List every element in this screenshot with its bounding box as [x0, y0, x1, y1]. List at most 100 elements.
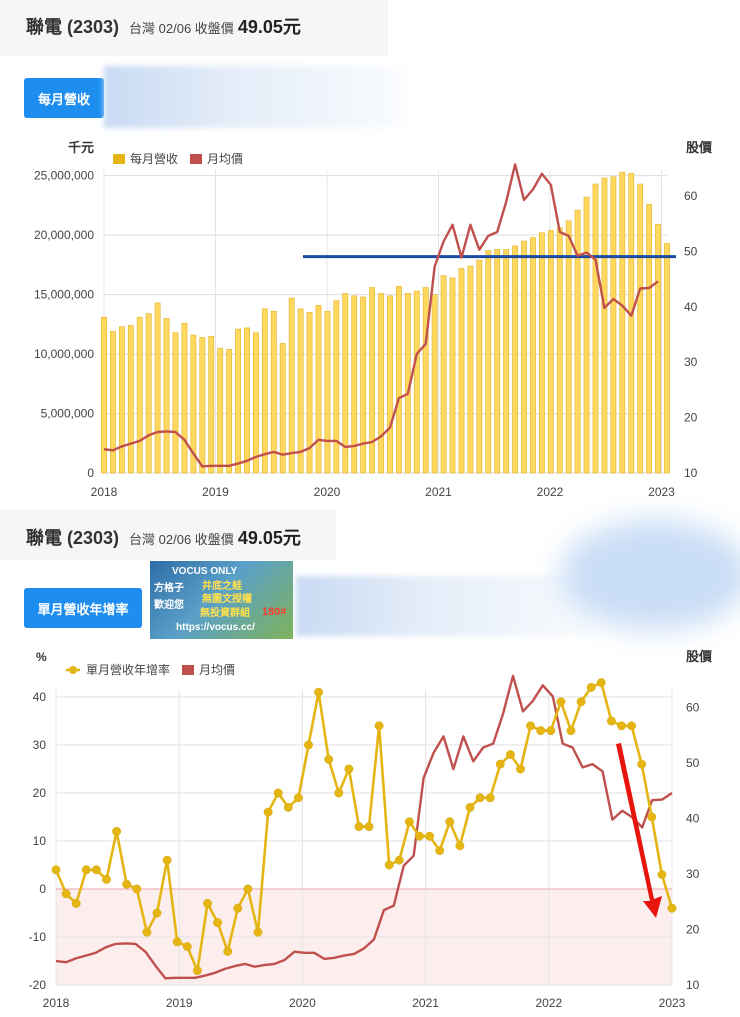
revenue-bar[interactable]: [342, 293, 349, 474]
yoy-point[interactable]: [344, 764, 354, 774]
yoy-point[interactable]: [425, 831, 435, 841]
yoy-point[interactable]: [213, 918, 223, 928]
revenue-bar[interactable]: [351, 295, 358, 474]
revenue-bar[interactable]: [306, 312, 313, 474]
revenue-bar[interactable]: [538, 232, 545, 474]
revenue-bar[interactable]: [324, 310, 331, 474]
yoy-point[interactable]: [61, 889, 71, 899]
yoy-point[interactable]: [617, 721, 626, 731]
revenue-bar[interactable]: [315, 305, 322, 474]
revenue-bar[interactable]: [592, 183, 599, 474]
revenue-bar[interactable]: [279, 343, 286, 474]
yoy-point[interactable]: [71, 898, 81, 908]
yoy-point[interactable]: [172, 937, 182, 947]
yoy-point[interactable]: [223, 946, 233, 956]
revenue-bar[interactable]: [387, 295, 393, 474]
yoy-point[interactable]: [546, 726, 556, 736]
revenue-bar[interactable]: [610, 176, 617, 474]
revenue-bar[interactable]: [118, 326, 125, 474]
revenue-bar[interactable]: [655, 224, 661, 474]
revenue-bar[interactable]: [208, 335, 215, 474]
yoy-point[interactable]: [334, 788, 344, 798]
revenue-bar[interactable]: [396, 285, 402, 474]
revenue-bar[interactable]: [413, 290, 420, 474]
revenue-bar[interactable]: [574, 209, 581, 474]
revenue-bar[interactable]: [565, 220, 572, 474]
revenue-bar[interactable]: [235, 328, 241, 474]
yoy-point[interactable]: [91, 865, 101, 875]
revenue-yoy-tab[interactable]: 單月營收年增率: [24, 588, 142, 628]
yoy-point[interactable]: [526, 721, 536, 731]
yoy-point[interactable]: [505, 750, 515, 760]
revenue-bar[interactable]: [476, 259, 483, 474]
revenue-bar[interactable]: [646, 203, 653, 474]
revenue-bar[interactable]: [136, 316, 143, 474]
yoy-point[interactable]: [152, 908, 162, 918]
yoy-point[interactable]: [415, 831, 424, 841]
legend-label-price[interactable]: 月均價: [207, 152, 243, 166]
yoy-point[interactable]: [293, 793, 303, 803]
yoy-point[interactable]: [132, 884, 142, 894]
revenue-bar[interactable]: [297, 308, 304, 474]
legend-label-revenue[interactable]: 每月營收: [130, 151, 178, 166]
yoy-point[interactable]: [566, 726, 576, 736]
revenue-bar[interactable]: [556, 227, 563, 474]
yoy-point[interactable]: [324, 754, 334, 764]
yoy-point[interactable]: [243, 884, 253, 894]
revenue-bar[interactable]: [530, 237, 536, 474]
yoy-point[interactable]: [314, 687, 324, 697]
revenue-bar[interactable]: [422, 287, 429, 474]
yoy-point[interactable]: [576, 697, 586, 707]
yoy-point[interactable]: [556, 697, 566, 707]
yoy-point[interactable]: [637, 759, 647, 769]
revenue-bar[interactable]: [449, 277, 456, 474]
revenue-bar[interactable]: [601, 177, 608, 474]
yoy-point[interactable]: [273, 788, 283, 798]
revenue-bar[interactable]: [261, 308, 268, 474]
yoy-point[interactable]: [445, 817, 455, 827]
revenue-bar[interactable]: [521, 240, 527, 474]
revenue-bar[interactable]: [431, 294, 438, 474]
revenue-bar[interactable]: [244, 327, 250, 474]
yoy-point[interactable]: [404, 817, 414, 827]
yoy-point[interactable]: [586, 682, 596, 692]
revenue-bar[interactable]: [145, 313, 152, 474]
yoy-point[interactable]: [516, 764, 525, 774]
revenue-bar[interactable]: [190, 334, 197, 474]
yoy-point[interactable]: [627, 721, 637, 731]
yoy-point[interactable]: [51, 865, 61, 875]
revenue-bar[interactable]: [199, 337, 206, 474]
monthly-revenue-tab[interactable]: 每月營收: [24, 78, 104, 118]
yoy-point[interactable]: [142, 927, 152, 937]
yoy-point[interactable]: [475, 793, 485, 803]
yoy-point[interactable]: [455, 841, 465, 851]
revenue-bar[interactable]: [440, 275, 447, 474]
yoy-point[interactable]: [647, 812, 657, 822]
revenue-bar[interactable]: [163, 318, 170, 474]
revenue-bar[interactable]: [467, 265, 474, 474]
revenue-bar[interactable]: [101, 316, 107, 474]
yoy-point[interactable]: [112, 826, 122, 836]
revenue-bar[interactable]: [628, 173, 635, 474]
yoy-point[interactable]: [162, 855, 172, 865]
yoy-point[interactable]: [253, 927, 263, 937]
revenue-bar[interactable]: [369, 287, 375, 474]
yoy-point[interactable]: [203, 898, 212, 908]
revenue-bar[interactable]: [619, 171, 626, 474]
yoy-point[interactable]: [606, 716, 616, 726]
revenue-bar[interactable]: [333, 300, 340, 474]
revenue-bar[interactable]: [110, 331, 116, 474]
yoy-point[interactable]: [182, 942, 192, 952]
revenue-bar[interactable]: [288, 297, 295, 474]
yoy-point[interactable]: [283, 802, 293, 812]
revenue-bar[interactable]: [360, 296, 367, 474]
revenue-bar[interactable]: [583, 196, 590, 474]
yoy-point[interactable]: [657, 870, 667, 880]
revenue-bar[interactable]: [154, 302, 161, 474]
yoy-point[interactable]: [233, 903, 243, 913]
yoy-point[interactable]: [394, 855, 404, 865]
yoy-point[interactable]: [495, 759, 505, 769]
yoy-point[interactable]: [374, 721, 384, 731]
revenue-bar[interactable]: [637, 183, 644, 474]
yoy-point[interactable]: [364, 822, 374, 832]
